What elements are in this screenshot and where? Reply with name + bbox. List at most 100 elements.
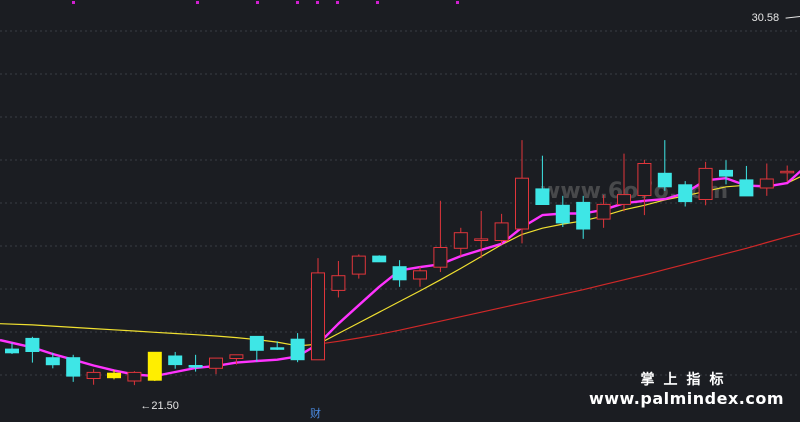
candle-12-body bbox=[249, 335, 264, 351]
top-dot-6 bbox=[376, 1, 379, 4]
candle-32-body bbox=[657, 172, 672, 188]
high-price-label: 30.58 bbox=[752, 12, 780, 24]
candle-30 bbox=[617, 153, 631, 212]
ma-mid-line bbox=[0, 176, 800, 347]
candle-18-body bbox=[372, 255, 387, 263]
top-dot-7 bbox=[456, 1, 459, 4]
candles bbox=[5, 140, 795, 386]
candle-8-body bbox=[168, 355, 183, 366]
candle-1 bbox=[25, 336, 40, 363]
candle-12 bbox=[249, 335, 264, 362]
candle-0 bbox=[5, 342, 19, 354]
top-dot-1 bbox=[196, 1, 199, 4]
candle-26-body bbox=[535, 188, 550, 205]
candle-37-body bbox=[759, 178, 774, 189]
top-dot-3 bbox=[296, 1, 299, 4]
candle-25-body bbox=[515, 177, 529, 230]
candle-22-body bbox=[453, 232, 468, 249]
candle-21 bbox=[433, 200, 448, 273]
high-price-arrow bbox=[785, 16, 800, 19]
candle-4-body bbox=[86, 371, 101, 379]
candle-3-body bbox=[66, 357, 81, 377]
candle-36 bbox=[739, 165, 754, 197]
candle-6-body bbox=[127, 371, 142, 382]
candle-31-body bbox=[637, 163, 652, 196]
candle-25 bbox=[515, 140, 529, 244]
candle-17 bbox=[351, 254, 366, 279]
candle-14 bbox=[290, 333, 305, 363]
candle-10 bbox=[209, 357, 223, 375]
candle-5-body bbox=[107, 372, 121, 379]
top-dot-4 bbox=[316, 1, 319, 4]
candle-4 bbox=[86, 369, 101, 385]
moving-averages bbox=[0, 169, 800, 378]
candle-26 bbox=[535, 155, 550, 205]
candle-13 bbox=[270, 341, 285, 350]
top-dot-2 bbox=[256, 1, 259, 4]
candle-15-body bbox=[311, 272, 325, 361]
candle-17-body bbox=[351, 255, 366, 275]
candle-21-body bbox=[433, 247, 448, 268]
bottom-marker: 财 bbox=[310, 407, 321, 420]
candle-27-body bbox=[555, 204, 570, 224]
candle-22 bbox=[453, 227, 468, 257]
candle-24 bbox=[494, 213, 509, 245]
candle-28-body bbox=[576, 201, 591, 230]
candle-8 bbox=[168, 351, 183, 369]
candle-13-body bbox=[270, 347, 285, 350]
candle-37 bbox=[759, 163, 774, 196]
candle-16-body bbox=[331, 275, 346, 291]
candle-11 bbox=[229, 354, 244, 365]
ma-long-line bbox=[297, 232, 800, 347]
candle-7 bbox=[147, 351, 162, 382]
candle-20-body bbox=[413, 270, 427, 280]
candle-1-body bbox=[25, 337, 40, 352]
candle-29 bbox=[596, 195, 611, 228]
candle-38-body bbox=[780, 170, 795, 174]
candle-20 bbox=[413, 266, 427, 287]
candle-14-body bbox=[290, 338, 305, 361]
top-dot-0 bbox=[72, 1, 75, 4]
top-marker-dots bbox=[72, 1, 459, 4]
candle-19-body bbox=[392, 266, 407, 281]
candle-34 bbox=[698, 161, 713, 206]
top-dot-5 bbox=[336, 1, 339, 4]
candle-33-body bbox=[678, 184, 693, 203]
candle-34-body bbox=[698, 167, 713, 200]
low-price-label: ←21.50 bbox=[140, 400, 179, 412]
candle-33 bbox=[678, 181, 693, 207]
candle-32 bbox=[657, 140, 672, 191]
candle-35 bbox=[719, 160, 733, 185]
candle-3 bbox=[66, 354, 81, 382]
ma-short-line bbox=[0, 169, 800, 378]
candle-36-body bbox=[739, 179, 754, 197]
candle-7-body bbox=[147, 351, 162, 381]
brand-url: www.palmindex.com bbox=[588, 389, 784, 408]
candle-23 bbox=[474, 211, 489, 259]
candle-19 bbox=[392, 260, 407, 287]
candle-23-body bbox=[474, 238, 489, 241]
watermark: www.6o7o.com bbox=[540, 179, 728, 204]
candle-15 bbox=[311, 258, 325, 361]
candle-38 bbox=[780, 165, 795, 182]
candle-10-body bbox=[209, 357, 223, 369]
brand-title: 掌上指标 bbox=[640, 372, 733, 388]
candle-2-body bbox=[45, 357, 60, 366]
candle-9 bbox=[188, 354, 203, 372]
candle-6 bbox=[127, 371, 142, 386]
grid bbox=[0, 30, 800, 376]
candle-29-body bbox=[596, 203, 611, 220]
candle-31 bbox=[637, 159, 652, 216]
brand-block: 掌上指标 www.palmindex.com bbox=[589, 369, 784, 408]
candle-11-body bbox=[229, 354, 244, 359]
candle-16 bbox=[331, 260, 346, 298]
candle-24-body bbox=[494, 222, 509, 241]
candle-35-body bbox=[719, 169, 733, 177]
annotations: 30.58 ←21.50 bbox=[140, 12, 800, 412]
candle-30-body bbox=[617, 194, 631, 205]
candle-5 bbox=[107, 369, 121, 380]
candle-27 bbox=[555, 195, 570, 227]
candle-18 bbox=[372, 255, 387, 263]
